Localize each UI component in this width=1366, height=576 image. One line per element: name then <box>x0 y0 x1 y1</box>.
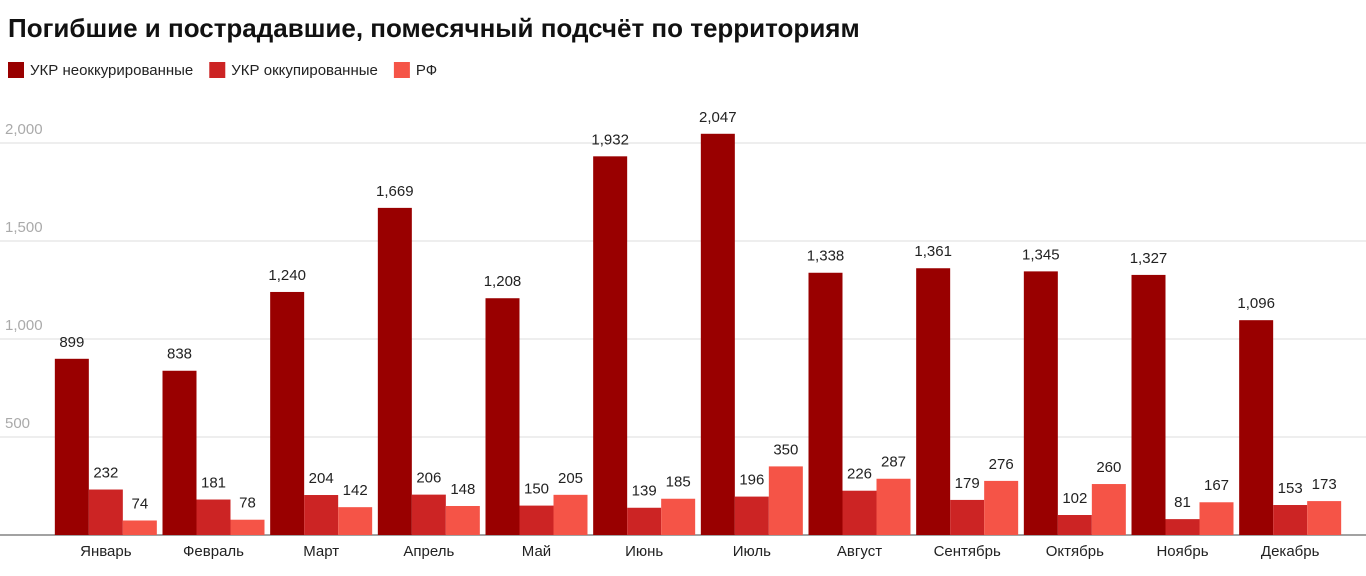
bar <box>1131 274 1166 535</box>
legend-label: УКР неоккурированные <box>30 62 193 79</box>
x-tick-label: Май <box>522 543 551 560</box>
value-label: 1,361 <box>914 243 952 260</box>
value-label: 838 <box>167 346 192 363</box>
bar <box>768 466 803 535</box>
x-tick-label: Июль <box>733 543 771 560</box>
x-tick-label: Октябрь <box>1046 543 1104 560</box>
y-tick-label: 2,000 <box>5 121 43 138</box>
bar <box>230 519 265 535</box>
x-tick-label: Март <box>303 543 339 560</box>
value-label: 167 <box>1204 477 1229 494</box>
bar <box>876 478 911 535</box>
x-tick-label: Апрель <box>403 543 454 560</box>
value-label: 196 <box>739 472 764 489</box>
bar <box>1199 502 1234 535</box>
bar <box>553 494 588 535</box>
y-tick-label: 1,000 <box>5 317 43 334</box>
bar <box>270 291 305 535</box>
value-label: 206 <box>416 470 441 487</box>
x-tick-label: Август <box>837 543 882 560</box>
value-label: 153 <box>1278 480 1303 497</box>
value-label: 173 <box>1312 476 1337 493</box>
value-label: 350 <box>773 441 798 458</box>
value-label: 139 <box>632 483 657 500</box>
value-label: 1,327 <box>1130 250 1168 267</box>
legend-label: УКР оккупированные <box>231 62 378 79</box>
value-label: 148 <box>450 481 475 498</box>
value-label: 185 <box>666 474 691 491</box>
bar <box>627 507 662 535</box>
value-label: 204 <box>309 470 334 487</box>
bar <box>1273 505 1308 535</box>
value-label: 232 <box>93 464 118 481</box>
value-label: 1,669 <box>376 183 414 200</box>
value-label: 81 <box>1174 494 1191 511</box>
value-label: 1,345 <box>1022 246 1060 263</box>
y-tick-label: 1,500 <box>5 219 43 236</box>
value-label: 226 <box>847 466 872 483</box>
value-label: 276 <box>989 456 1014 473</box>
value-label: 2,047 <box>699 109 737 126</box>
bar <box>304 495 339 535</box>
bar <box>842 490 877 535</box>
x-tick-label: Ноябрь <box>1156 543 1208 560</box>
value-label: 260 <box>1096 459 1121 476</box>
x-tick-label: Декабрь <box>1261 543 1320 560</box>
value-label: 74 <box>131 495 148 512</box>
legend-swatch <box>209 62 226 78</box>
value-label: 1,338 <box>807 248 845 265</box>
bar <box>88 489 123 535</box>
value-label: 205 <box>558 470 583 487</box>
bar <box>593 156 628 535</box>
bar <box>1091 484 1126 535</box>
value-label: 287 <box>881 454 906 471</box>
bar <box>162 370 197 535</box>
value-label: 1,932 <box>591 131 629 148</box>
bar <box>1239 320 1274 535</box>
legend-swatch <box>393 62 410 78</box>
value-label: 1,240 <box>268 267 306 284</box>
bar <box>338 507 373 535</box>
bar <box>196 499 231 535</box>
chart-title: Погибшие и пострадавшие, помесячный подс… <box>8 13 860 43</box>
x-tick-label: Январь <box>80 543 132 560</box>
y-tick-label: 500 <box>5 415 30 432</box>
bar <box>411 494 446 535</box>
x-tick-label: Июнь <box>625 543 663 560</box>
bar <box>950 499 985 535</box>
bar <box>1023 271 1058 535</box>
value-label: 142 <box>343 482 368 499</box>
value-label: 78 <box>239 495 256 512</box>
bar <box>377 207 412 535</box>
value-label: 181 <box>201 474 226 491</box>
legend-label: РФ <box>416 62 437 79</box>
bar <box>700 133 735 535</box>
bar <box>734 496 769 535</box>
bar <box>1307 501 1342 535</box>
bar <box>808 272 843 535</box>
x-tick-label: Сентябрь <box>934 543 1001 560</box>
bar <box>54 358 89 535</box>
value-label: 179 <box>955 475 980 492</box>
bar <box>661 498 696 535</box>
value-label: 1,208 <box>484 273 522 290</box>
value-label: 102 <box>1062 490 1087 507</box>
bar <box>519 505 554 535</box>
x-tick-label: Февраль <box>183 543 244 560</box>
value-label: 1,096 <box>1237 295 1275 312</box>
value-label: 150 <box>524 481 549 498</box>
legend-swatch <box>8 62 24 78</box>
bar <box>1057 515 1092 535</box>
bar <box>122 520 157 535</box>
bar <box>984 480 1019 535</box>
bar <box>485 298 520 535</box>
value-label: 899 <box>59 334 84 351</box>
bar <box>1165 519 1200 535</box>
bar <box>916 268 951 535</box>
bar <box>445 505 480 535</box>
